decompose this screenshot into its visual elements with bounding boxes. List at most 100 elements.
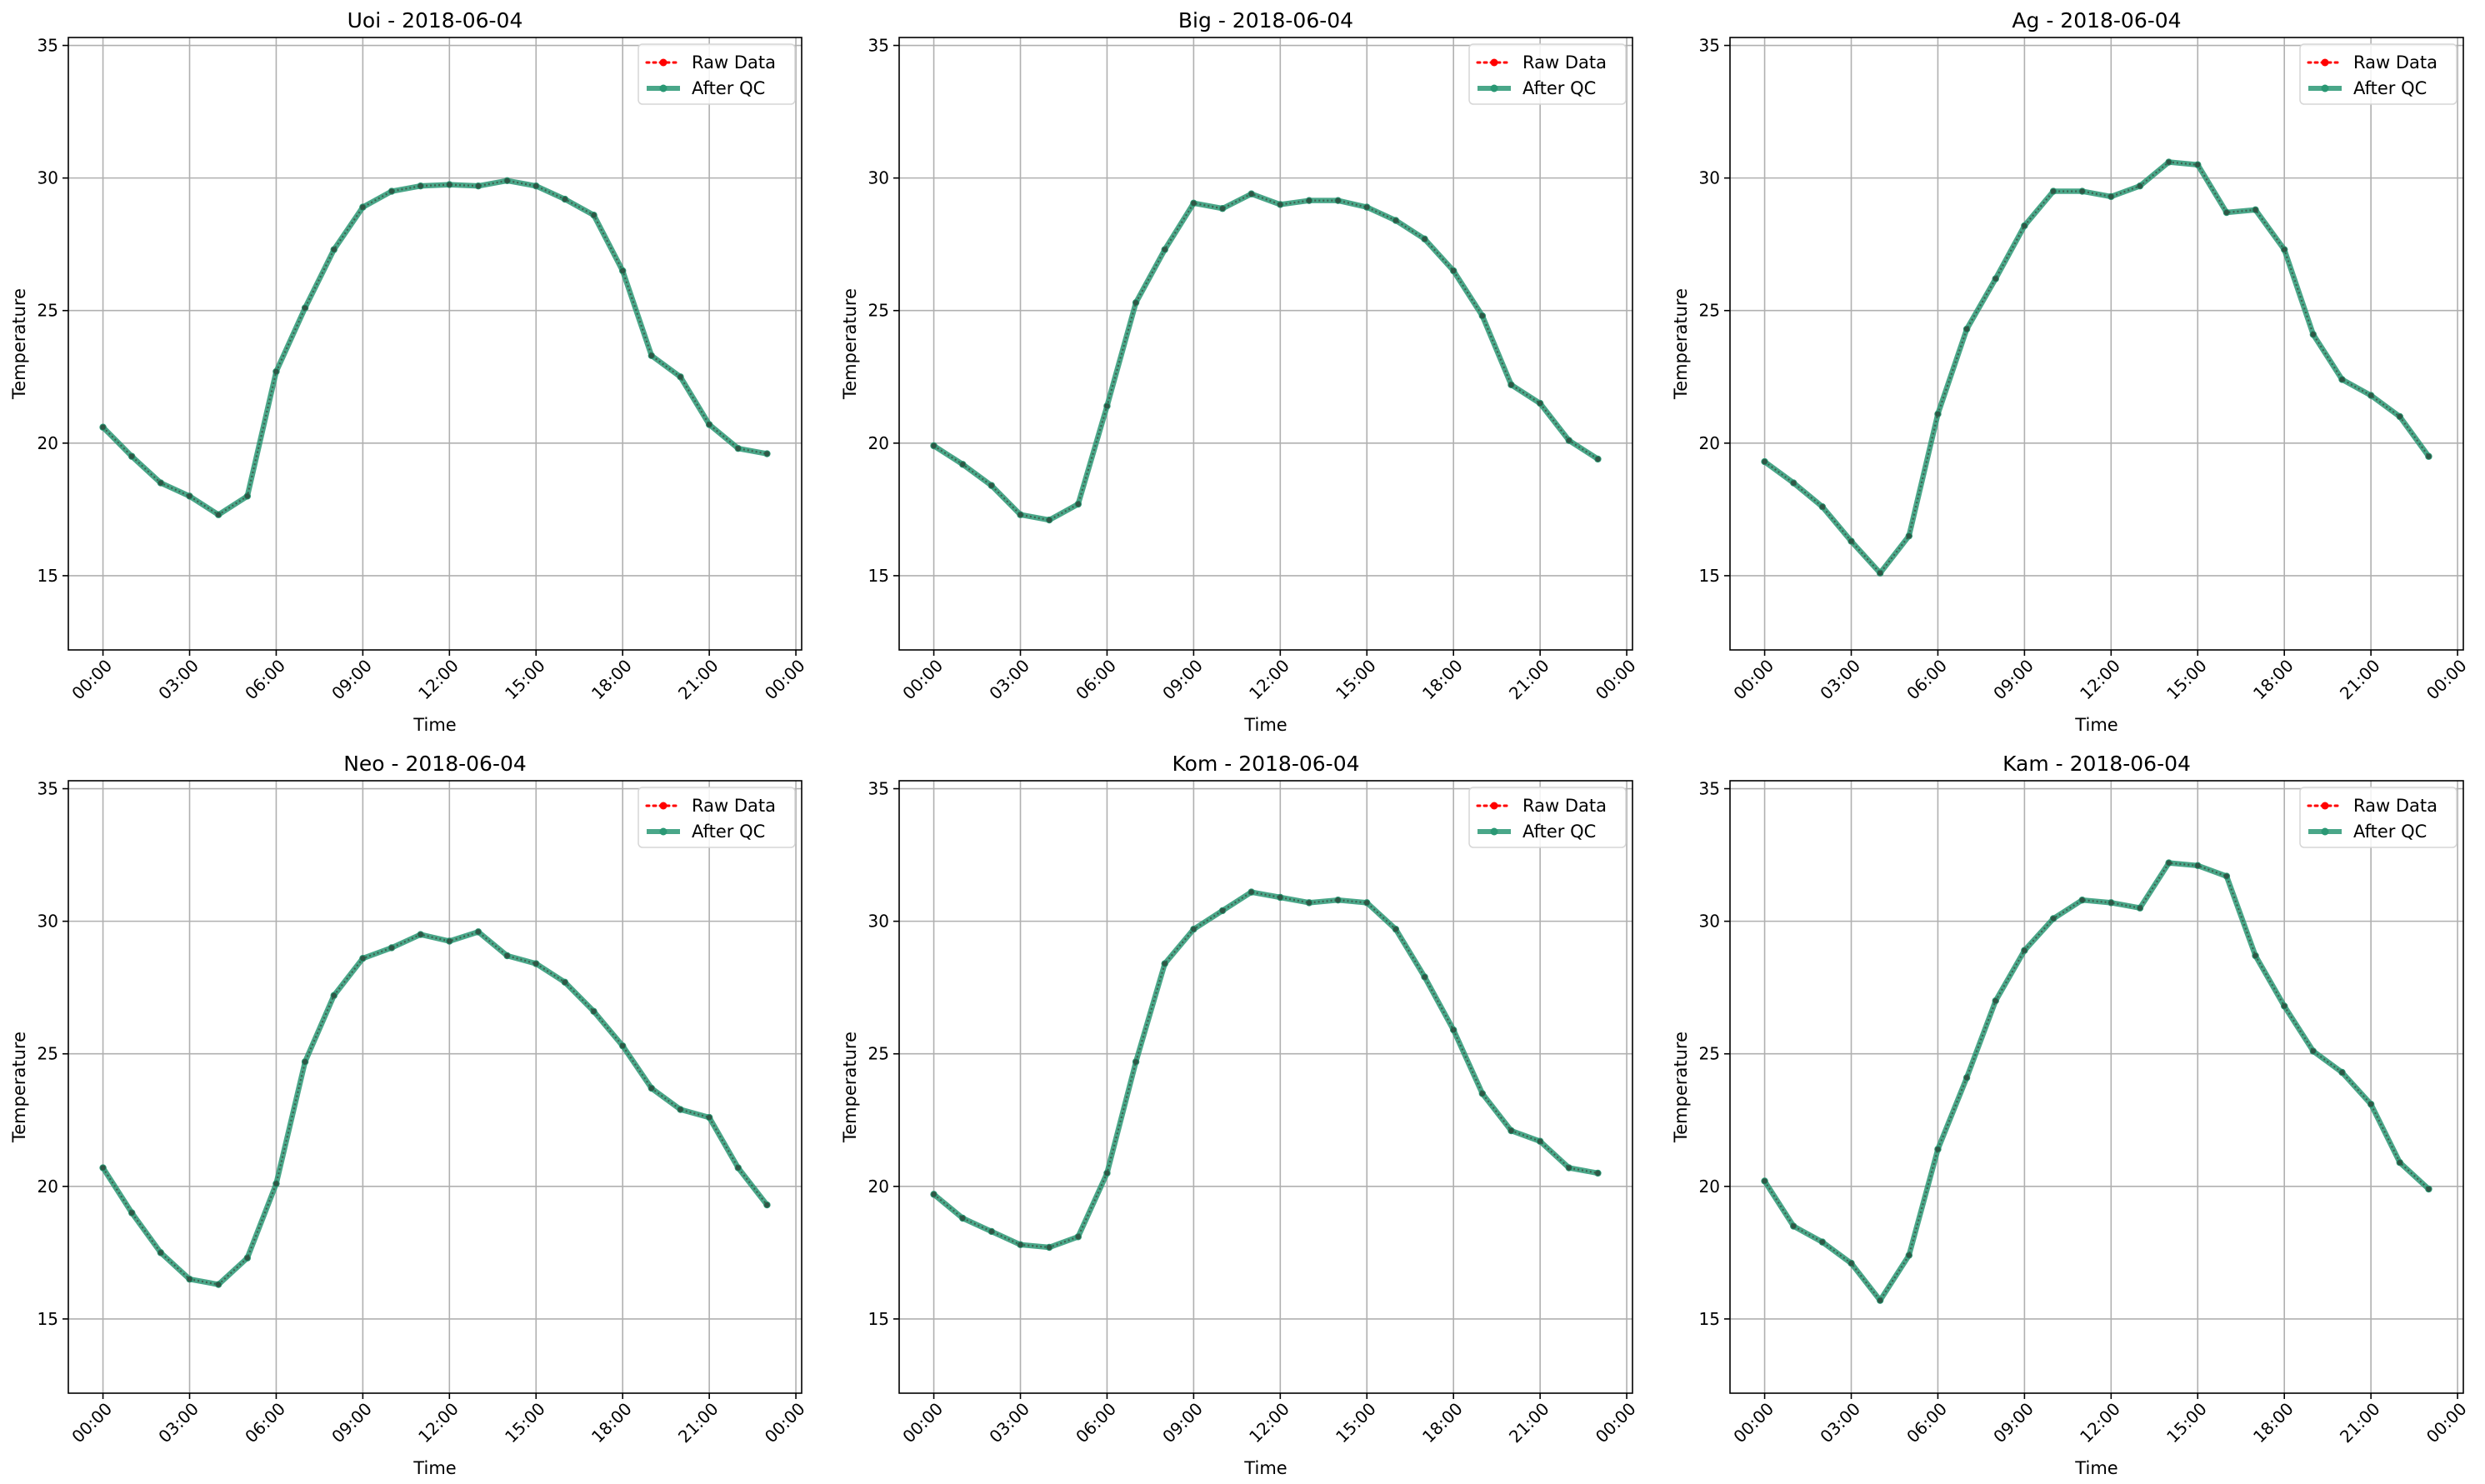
legend-label-after-qc: After QC [2353,822,2427,842]
grid-lines [1730,781,2463,1393]
raw-data-point [2397,413,2402,420]
raw-data-point [678,1107,683,1112]
series-line-after-qc [931,889,1601,1251]
raw-data-point [2223,873,2230,879]
raw-data-point [2252,952,2258,959]
raw-data-point [1364,900,1370,906]
x-tick-label: 15:00 [2162,1399,2211,1447]
x-tick-label: 12:00 [414,656,462,704]
y-tick-label: 15 [868,1309,889,1329]
x-axis-label: Time [412,1458,456,1478]
x-tick-label: 00:00 [761,656,809,704]
raw-data-point [1278,202,1283,207]
raw-data-point [1364,204,1370,210]
raw-data-point [960,462,966,467]
legend-marker-raw-data [1490,802,1498,810]
raw-data-point [1392,926,1399,932]
legend-label-raw-data: Raw Data [2353,52,2438,72]
y-axis-label: Temperature [840,288,860,400]
legend-label-after-qc: After QC [1522,822,1596,842]
y-tick-label: 35 [868,36,889,56]
y-tick-label: 35 [38,36,58,56]
y-tick-label: 30 [1699,168,1720,188]
raw-data-point [360,955,366,962]
plot-frame [898,780,1633,1394]
x-tick-label: 03:00 [1816,656,1864,704]
x-tick-label: 06:00 [241,656,289,704]
raw-data-point [1450,1027,1457,1033]
x-tick-label: 12:00 [414,1399,462,1447]
raw-data-point [1508,382,1514,388]
x-tick-label: 06:00 [1902,1399,1951,1447]
raw-data-point [331,992,337,998]
y-axis-label: Temperature [840,1032,860,1143]
x-tick-label: 00:00 [68,1399,116,1447]
raw-data-point [1162,961,1168,967]
raw-data-point [1162,247,1168,252]
raw-data-point [2108,193,2114,200]
raw-data-point [1132,299,1139,306]
legend-label-after-qc: After QC [1522,78,1596,98]
raw-data-point [764,451,770,457]
raw-data-point [2137,905,2143,911]
legend: Raw Data After QC [638,787,796,848]
legend-label-raw-data: Raw Data [692,796,776,816]
raw-data-point [735,445,741,452]
raw-data-point [1018,512,1023,517]
raw-data-point [158,480,164,486]
raw-data-point [1935,1147,1941,1152]
legend-marker-raw-data [659,58,668,67]
grid-lines [68,781,802,1393]
raw-data-point [1537,400,1543,407]
y-tick-label: 25 [868,1044,889,1064]
chart-title: Kam - 2018-06-04 [2002,752,2191,776]
y-tick-label: 20 [1699,433,1720,453]
legend: Raw Data After QC [638,43,796,105]
raw-data-point [1992,997,1998,1004]
raw-data-point [2310,1048,2317,1054]
y-tick-label: 30 [38,168,58,188]
raw-data-point [2281,247,2288,252]
raw-data-point [273,1181,279,1187]
series-line-after-qc [931,191,1601,523]
raw-data-point [1819,503,1826,510]
series-group [1761,859,2432,1304]
legend-label-raw-data: Raw Data [1522,796,1607,816]
x-tick-label: 09:00 [328,656,376,704]
raw-data-point [187,1276,192,1282]
legend-label-after-qc: After QC [692,822,765,842]
series-line-raw-data [102,179,768,517]
raw-data-point [2252,207,2258,213]
legend-marker-raw-data [659,802,668,810]
y-tick-label: 25 [1699,301,1720,321]
chart-title: Ag - 2018-06-04 [2012,8,2181,32]
y-axis-label: Temperature [1671,1032,1691,1143]
raw-data-point [533,182,539,189]
x-tick-label: 18:00 [1418,1399,1467,1447]
chart-title: Big - 2018-06-04 [1178,8,1353,32]
raw-data-point [1963,1075,1970,1081]
raw-data-point [244,1255,251,1261]
raw-data-point [447,182,452,187]
x-tick-label: 00:00 [898,656,947,704]
raw-data-point [1075,1234,1082,1240]
raw-data-point [619,1042,626,1049]
raw-data-point [1935,411,1941,417]
series-group [930,190,1602,524]
x-tick-label: 06:00 [1072,1399,1120,1447]
raw-data-point [2108,900,2114,906]
y-tick-label: 15 [38,566,58,586]
x-tick-label: 21:00 [674,656,722,704]
y-tick-label: 30 [1699,912,1720,932]
raw-data-point [2166,159,2172,165]
raw-data-point [1877,570,1883,576]
y-tick-label: 35 [1699,36,1720,56]
subplot-2: 15 20 25 30 35 00:00 03:00 06:00 09:00 12:00 15:00… [840,8,1640,735]
raw-data-point [931,442,937,449]
x-tick-label: 09:00 [1989,1399,2038,1447]
legend-label-raw-data: Raw Data [1522,52,1607,72]
raw-data-point [1219,206,1226,212]
raw-data-point [591,1008,597,1015]
y-axis-label: Temperature [1671,288,1691,400]
